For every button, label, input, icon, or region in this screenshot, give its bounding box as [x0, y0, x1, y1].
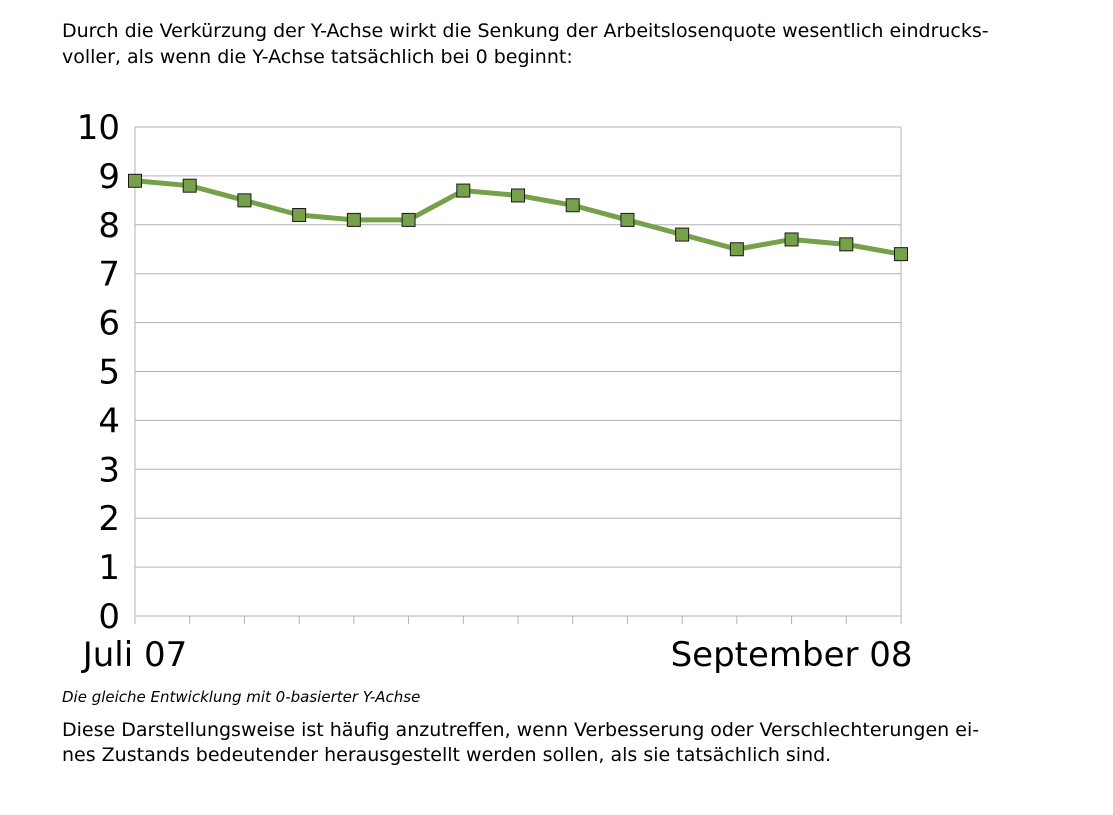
y-tick-label: 5 — [98, 353, 120, 393]
data-point — [401, 212, 416, 227]
y-tick-label: 6 — [98, 304, 120, 344]
intro-text: Durch die Verkürzung der Y-Achse wirkt d… — [62, 18, 1052, 70]
data-point — [729, 242, 744, 257]
y-tick-label: 1 — [98, 548, 120, 588]
data-point — [784, 232, 799, 247]
x-tick-label: Juli 07 — [81, 635, 188, 675]
y-tick-label: 8 — [98, 206, 120, 246]
y-tick-label: 3 — [98, 450, 120, 490]
chart-grid — [134, 126, 902, 617]
data-point — [346, 212, 361, 227]
data-point — [456, 183, 471, 198]
outro-line-2: nes Zustands bedeutender herausgestellt … — [62, 744, 832, 766]
intro-line-2: voller, als wenn die Y-Achse tatsächlich… — [62, 46, 573, 68]
y-tick-label: 9 — [98, 157, 120, 197]
data-point — [292, 208, 307, 223]
chart-caption: Die gleiche Entwicklung mit 0-basierter … — [62, 688, 421, 706]
y-tick-label: 2 — [98, 499, 120, 539]
y-tick-label: 10 — [77, 108, 120, 148]
data-point — [675, 227, 690, 242]
data-point — [565, 198, 580, 213]
y-axis-ticks: 0 1 2 3 4 5 6 7 8 9 10 — [77, 108, 120, 637]
data-point — [182, 178, 197, 193]
x-axis-ticks: Juli 07 September 08 — [81, 616, 913, 675]
y-tick-label: 0 — [98, 597, 120, 637]
data-point — [839, 237, 854, 252]
intro-line-1: Durch die Verkürzung der Y-Achse wirkt d… — [62, 20, 989, 42]
data-point — [128, 173, 142, 188]
x-tick-label: September 08 — [671, 635, 913, 675]
data-point — [511, 188, 525, 203]
y-tick-label: 7 — [98, 255, 120, 295]
chart-series — [128, 173, 908, 262]
outro-text: Diese Darstellungsweise ist häufig anzut… — [62, 718, 1052, 768]
data-point — [894, 247, 908, 262]
outro-line-1: Diese Darstellungsweise ist häufig anzut… — [62, 719, 980, 741]
data-point — [237, 193, 252, 208]
line-chart: 0 1 2 3 4 5 6 7 8 9 10 Juli 07 September 08 — [77, 108, 913, 675]
y-tick-label: 4 — [98, 401, 120, 441]
data-point — [620, 212, 635, 227]
